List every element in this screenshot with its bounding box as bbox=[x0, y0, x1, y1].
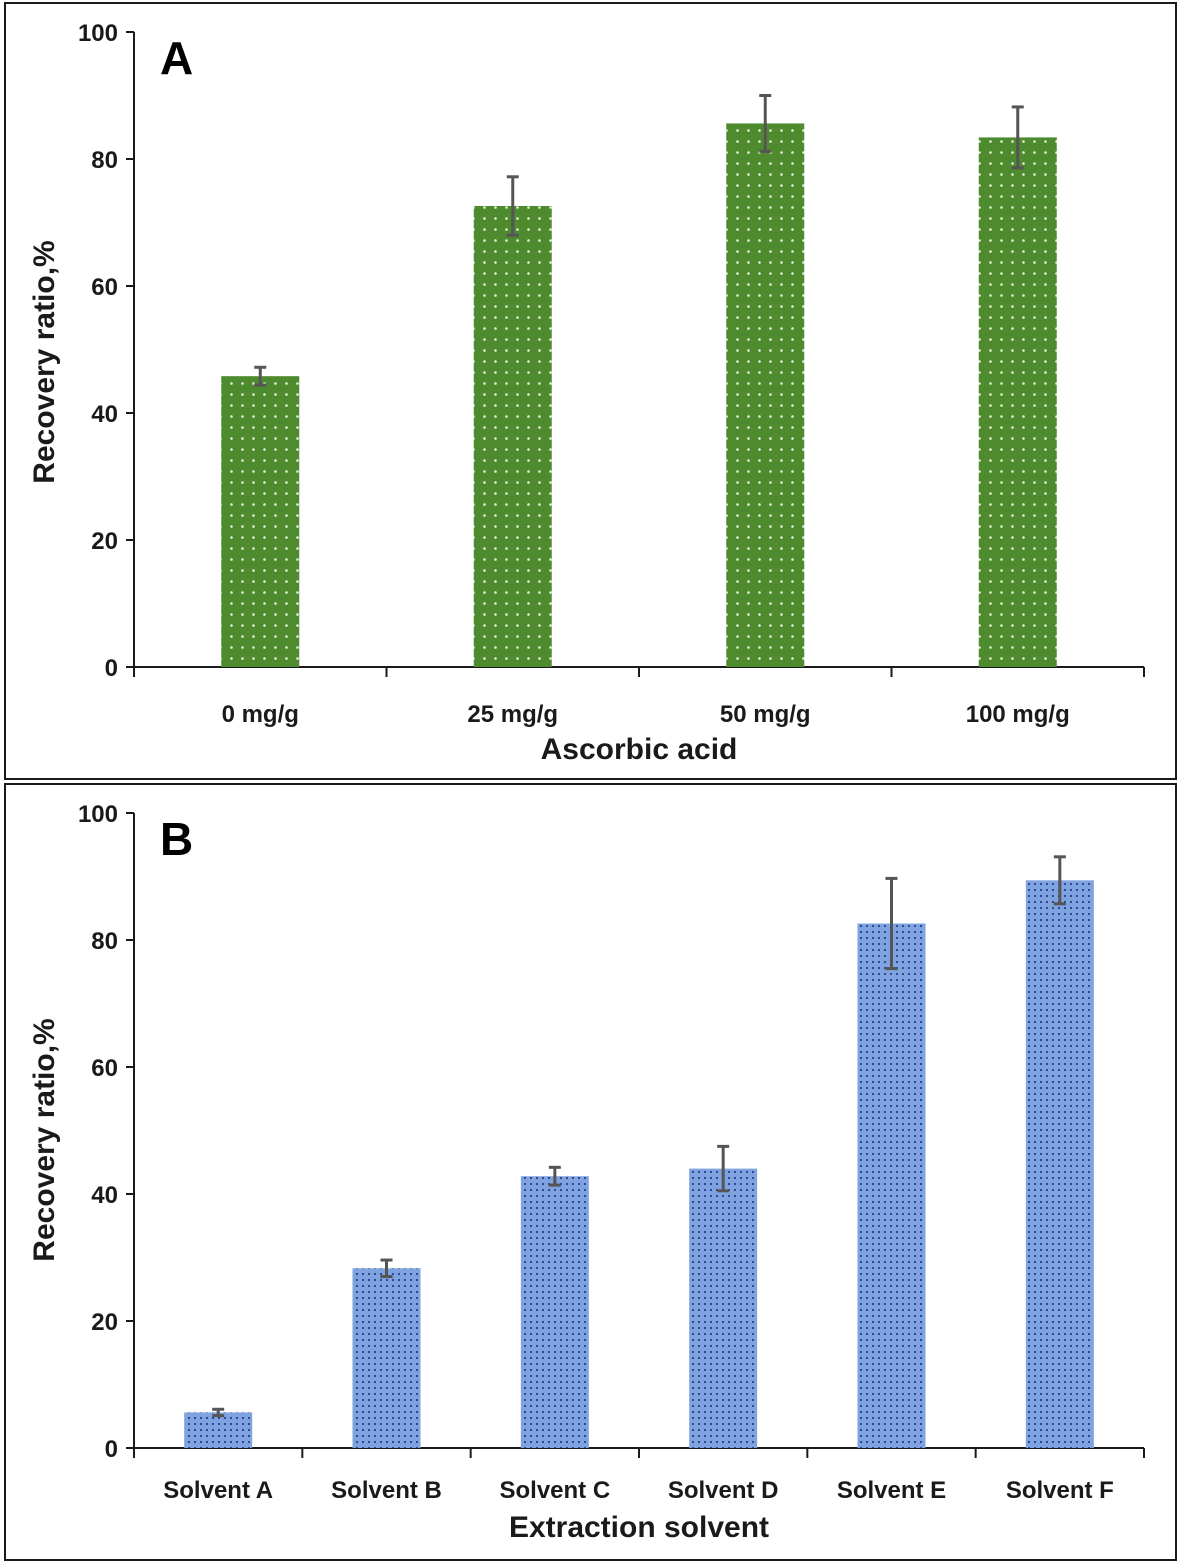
x-category-label: Solvent D bbox=[668, 1477, 779, 1504]
y-tick-label: 80 bbox=[91, 147, 118, 174]
chart-b-svg: 0 20 40 60 80 100 Solvent A Solvent B Solvent C S… bbox=[28, 801, 1145, 1544]
bar bbox=[689, 1168, 758, 1448]
bar bbox=[726, 123, 805, 667]
x-category-label: Solvent C bbox=[499, 1477, 610, 1504]
x-category-label: 50 mg/g bbox=[720, 701, 811, 728]
panel-letter: B bbox=[160, 813, 193, 865]
y-tick-label: 100 bbox=[78, 20, 118, 47]
panel-letter: A bbox=[160, 32, 193, 84]
y-tick-label: 0 bbox=[105, 1436, 118, 1463]
y-axis-title: Recovery ratio,% bbox=[28, 1018, 61, 1261]
y-tick-label: 0 bbox=[105, 655, 118, 682]
x-category-label: Solvent E bbox=[837, 1477, 946, 1504]
y-tick-label: 40 bbox=[91, 1182, 118, 1209]
chart-panel-a: 0 20 40 60 80 100 0 mg/g 25 mg/g 50 mg/g 100 mg/g… bbox=[4, 2, 1177, 780]
x-category-label: 100 mg/g bbox=[966, 701, 1070, 728]
y-tick-label: 100 bbox=[78, 801, 118, 828]
bar bbox=[520, 1176, 589, 1448]
bar bbox=[352, 1268, 421, 1448]
bar bbox=[473, 205, 552, 668]
bar bbox=[857, 923, 926, 1448]
bar bbox=[184, 1412, 253, 1448]
y-tick-label: 80 bbox=[91, 928, 118, 955]
x-category-label: Solvent B bbox=[331, 1477, 442, 1504]
x-axis-title: Ascorbic acid bbox=[541, 733, 738, 766]
x-category-label: 25 mg/g bbox=[467, 701, 558, 728]
x-category-label: Solvent A bbox=[163, 1477, 273, 1504]
x-category-label: 0 mg/g bbox=[222, 701, 299, 728]
chart-a-svg: 0 20 40 60 80 100 0 mg/g 25 mg/g 50 mg/g 100 mg/g… bbox=[28, 20, 1145, 766]
bar bbox=[1025, 880, 1094, 1448]
y-tick-label: 60 bbox=[91, 1055, 118, 1082]
y-tick-label: 40 bbox=[91, 401, 118, 428]
bar bbox=[221, 376, 300, 667]
chart-panel-b: 0 20 40 60 80 100 Solvent A Solvent B Solvent C S… bbox=[4, 783, 1177, 1561]
bar bbox=[978, 137, 1057, 667]
y-axis-title: Recovery ratio,% bbox=[28, 240, 61, 483]
x-category-label: Solvent F bbox=[1006, 1477, 1114, 1504]
y-tick-label: 60 bbox=[91, 274, 118, 301]
x-axis-title: Extraction solvent bbox=[509, 1511, 769, 1544]
y-tick-label: 20 bbox=[91, 1309, 118, 1336]
y-tick-label: 20 bbox=[91, 528, 118, 555]
